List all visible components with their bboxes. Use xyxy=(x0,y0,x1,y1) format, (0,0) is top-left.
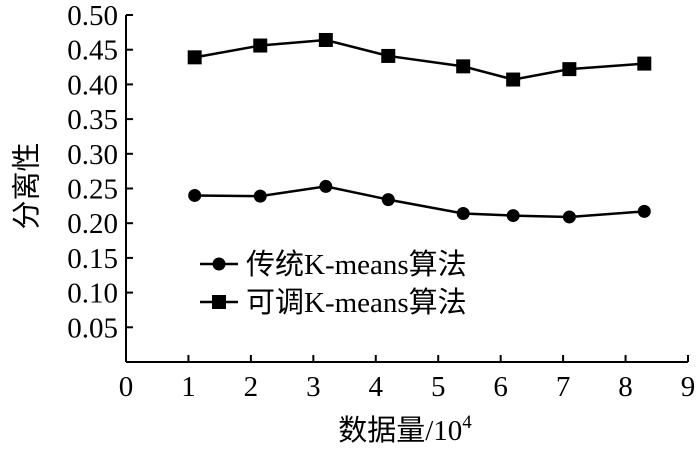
x-tick-label: 9 xyxy=(681,371,696,403)
series-line xyxy=(194,185,645,219)
x-tick-label: 2 xyxy=(244,371,259,403)
data-point-circle xyxy=(253,189,267,203)
legend-item-traditional: 传统K-means算法 xyxy=(200,248,467,281)
data-point-square xyxy=(456,59,471,74)
y-tick-label: 0.40 xyxy=(67,69,118,101)
y-tick-label: 0.20 xyxy=(67,208,118,240)
data-point-circle xyxy=(319,179,333,193)
data-point-square xyxy=(253,38,268,53)
y-tick-label: 0.35 xyxy=(67,104,118,136)
data-point-circle xyxy=(456,206,470,220)
data-point-circle xyxy=(506,209,520,223)
y-tick-label: 0.25 xyxy=(67,174,118,206)
x-tick-label: 4 xyxy=(369,371,384,403)
axes xyxy=(125,14,689,363)
y-axis-title: 分离性 xyxy=(11,142,44,229)
x-tick-label: 7 xyxy=(556,371,571,403)
data-point-circle xyxy=(381,193,395,207)
x-tick-label: 8 xyxy=(618,371,633,403)
y-tick-label: 0.15 xyxy=(67,243,118,275)
y-tick-label: 0.30 xyxy=(67,139,118,171)
y-tick-label: 0.50 xyxy=(67,0,118,32)
data-point-square xyxy=(637,56,652,71)
series-0 xyxy=(188,179,651,224)
data-point-square xyxy=(318,32,333,47)
x-tick-labels: 0 1 2 3 4 5 6 7 8 9 xyxy=(119,371,696,403)
series-line xyxy=(194,38,645,81)
x-tick-label: 0 xyxy=(119,371,134,403)
x-tick-label: 5 xyxy=(431,371,446,403)
x-axis-title-base: 数据量/10 xyxy=(338,414,462,447)
x-tick-label: 3 xyxy=(306,371,321,403)
y-tick-label: 0.45 xyxy=(67,35,118,67)
legend-marker-square xyxy=(212,295,226,309)
data-point-square xyxy=(381,48,396,63)
legend-label-traditional: 传统K-means算法 xyxy=(246,248,467,281)
y-tick-labels: 0.050.100.150.200.250.300.350.400.450.50 xyxy=(67,0,118,344)
series-1 xyxy=(187,32,652,87)
y-tick-label: 0.05 xyxy=(67,312,118,344)
legend-item-adjustable: 可调K-means算法 xyxy=(200,286,467,319)
data-point-square xyxy=(562,62,577,77)
x-axis-title: 数据量/104 xyxy=(338,412,472,447)
data-point-circle xyxy=(562,210,576,224)
data-point-circle xyxy=(188,188,202,202)
x-tick-label: 1 xyxy=(181,371,196,403)
data-point-square xyxy=(506,72,521,87)
legend-label-adjustable: 可调K-means算法 xyxy=(246,286,467,319)
data-point-square xyxy=(187,50,202,65)
series-layer xyxy=(187,32,652,224)
legend: 传统K-means算法 可调K-means算法 xyxy=(200,248,467,319)
x-tick-label: 6 xyxy=(493,371,508,403)
data-point-circle xyxy=(637,204,651,218)
x-axis-title-superscript: 4 xyxy=(462,412,472,433)
legend-marker-circle xyxy=(212,257,226,271)
y-tick-label: 0.10 xyxy=(67,278,118,310)
